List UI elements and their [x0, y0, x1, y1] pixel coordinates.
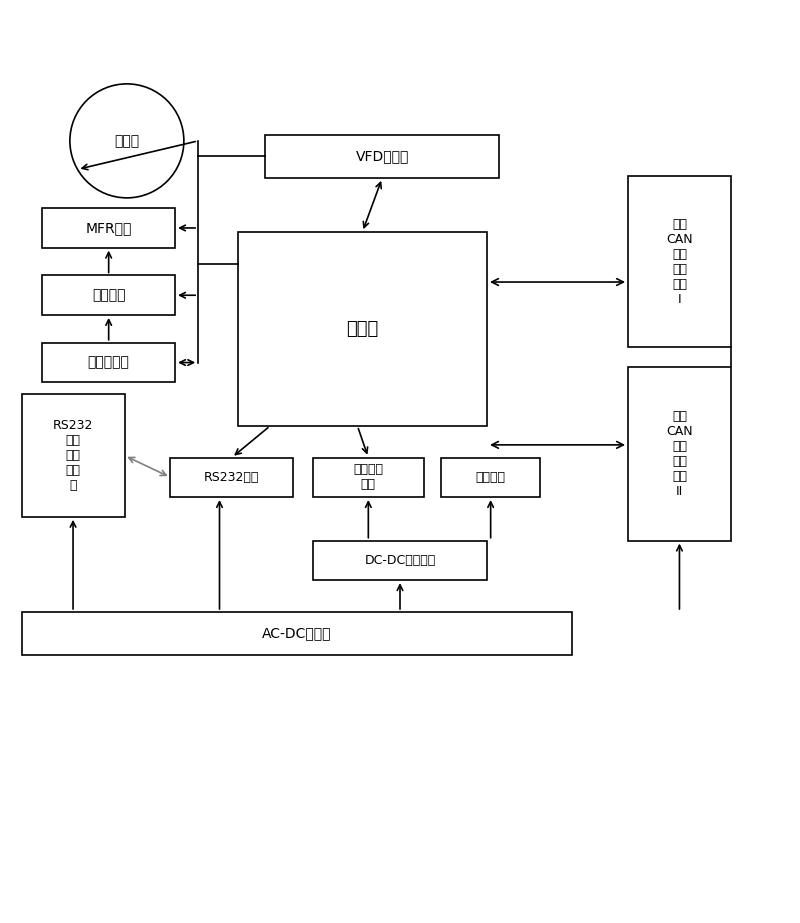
Circle shape	[70, 84, 184, 198]
Bar	[313, 458, 424, 497]
Text: MFR模块: MFR模块	[86, 221, 132, 235]
Text: 按钒电路: 按钒电路	[476, 471, 506, 484]
Text: AC-DC转换器: AC-DC转换器	[262, 627, 331, 641]
Bar	[42, 275, 175, 315]
Bar	[266, 135, 499, 178]
Text: 键盘电路: 键盘电路	[92, 288, 126, 302]
Bar	[628, 366, 731, 541]
Bar	[441, 458, 540, 497]
Text: RS232
光纤
调制
解调
器: RS232 光纤 调制 解调 器	[53, 419, 94, 492]
Text: 实时时钟
电路: 实时时钟 电路	[354, 463, 383, 491]
Text: 鐵电存储器: 鐵电存储器	[88, 355, 130, 369]
Text: 单片机: 单片机	[346, 320, 378, 338]
Bar	[628, 176, 731, 347]
Bar	[313, 541, 487, 581]
Text: 蜂鸣器: 蜂鸣器	[114, 134, 139, 148]
Text: DC-DC转换电路: DC-DC转换电路	[364, 554, 436, 567]
Bar	[238, 232, 487, 426]
Text: 双路
CAN
隔离
接口
电路
I: 双路 CAN 隔离 接口 电路 I	[666, 218, 693, 306]
Bar	[22, 394, 125, 517]
Bar	[42, 209, 175, 247]
Bar	[170, 458, 293, 497]
Bar	[42, 342, 175, 382]
Text: RS232电路: RS232电路	[204, 471, 259, 484]
Text: 双路
CAN
隔离
接口
电路
II: 双路 CAN 隔离 接口 电路 II	[666, 410, 693, 497]
Bar	[22, 612, 572, 655]
Text: VFD显示器: VFD显示器	[355, 150, 409, 163]
